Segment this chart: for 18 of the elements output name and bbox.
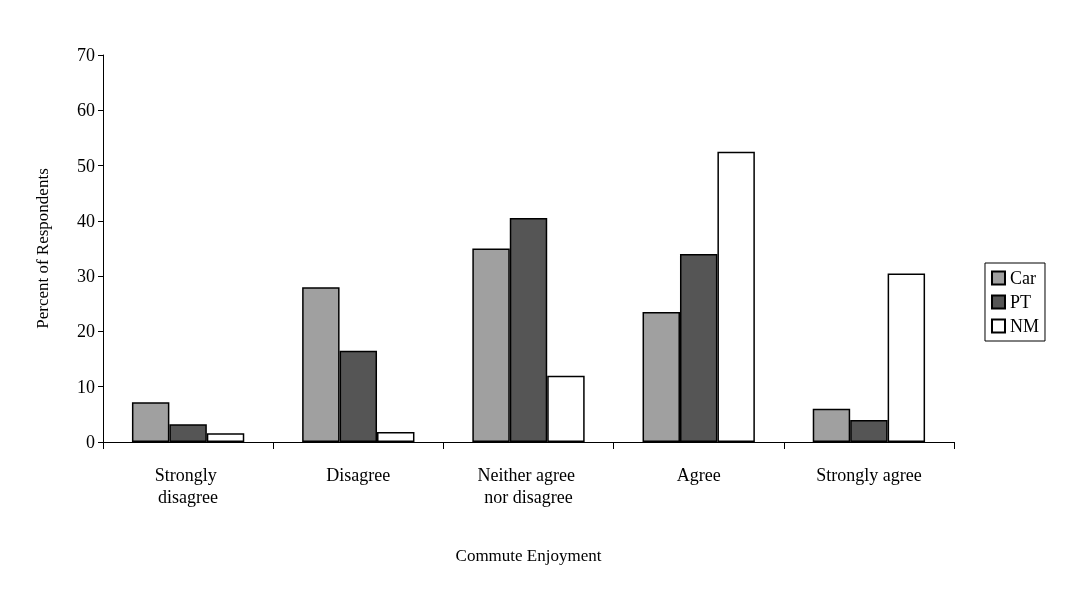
legend-label: Car	[1010, 268, 1036, 288]
x-tick-label: Strongly disagree	[154, 465, 222, 507]
legend-label: PT	[1010, 292, 1032, 312]
x-tick-label: Strongly agree	[816, 465, 922, 485]
y-tick-label: 50	[77, 155, 95, 176]
y-axis-title: Percent of Respondents	[33, 168, 52, 329]
x-tick-label: Agree	[676, 465, 721, 485]
x-axis-title: Commute Enjoyment	[455, 546, 602, 565]
y-tick-label: 70	[77, 45, 95, 65]
y-tick-label: 10	[77, 376, 95, 397]
x-tick-label: Disagree	[326, 465, 391, 485]
y-tick-label: 30	[77, 266, 95, 287]
y-tick-label: 20	[77, 321, 95, 342]
x-tick-label: Neither agree nor disagree	[477, 465, 580, 507]
legend-label: NM	[1010, 316, 1040, 336]
y-tick-label: 60	[77, 100, 95, 121]
y-tick-label: 40	[77, 210, 95, 231]
y-tick-label: 0	[86, 432, 95, 452]
